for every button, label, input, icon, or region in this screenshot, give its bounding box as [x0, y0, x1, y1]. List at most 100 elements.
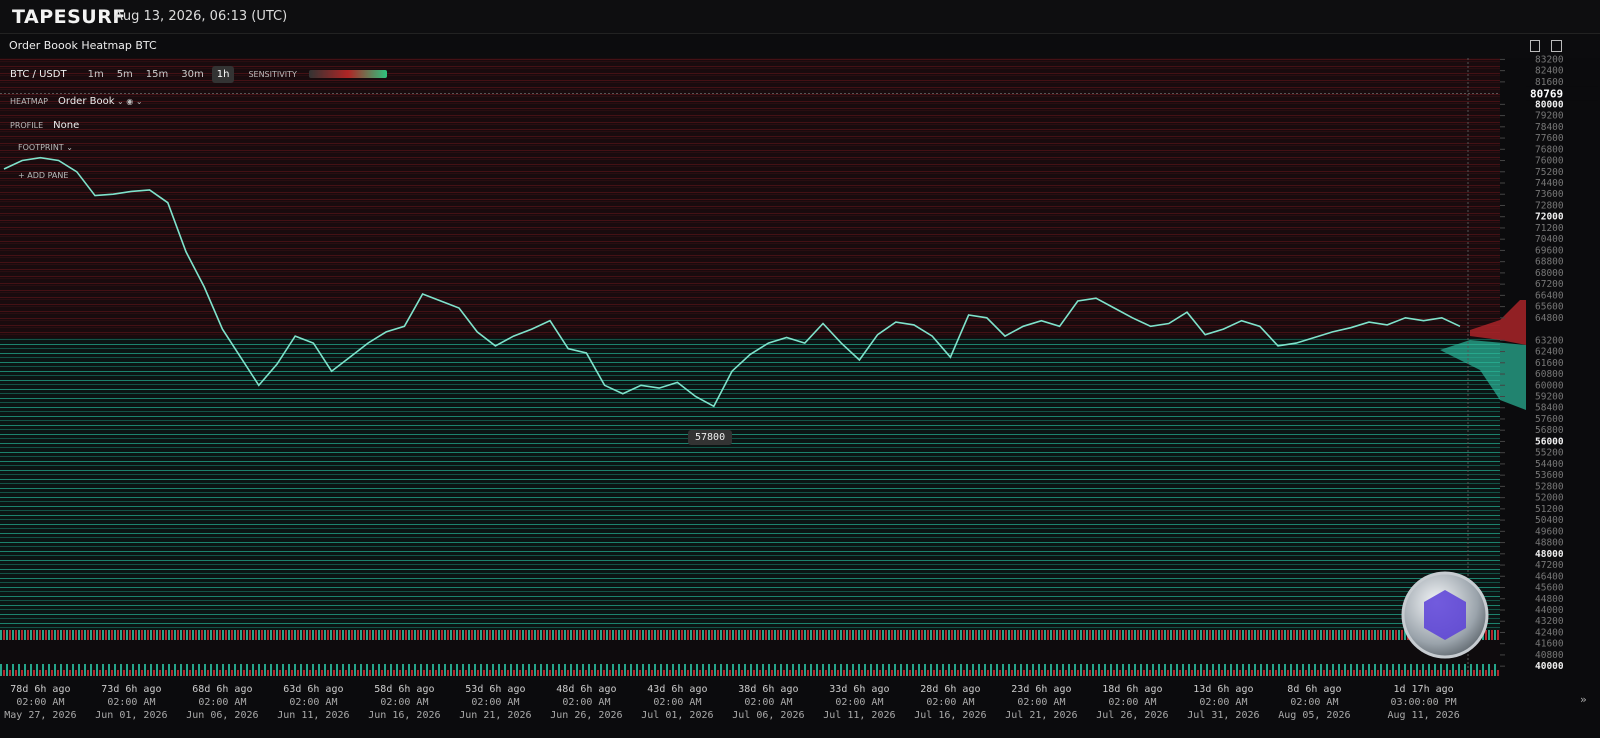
y-tick-label: 66400: [1535, 290, 1564, 301]
x-tick-label: 23d 6h ago: [1011, 684, 1071, 695]
window-button[interactable]: [1551, 40, 1562, 52]
x-tick-date: Jun 11, 2026: [277, 710, 349, 721]
low-annotation: 57800: [688, 430, 733, 445]
heatmap-row[interactable]: HEATMAP Order Book ⌄ ◉ ⌄: [10, 96, 143, 107]
y-tick-label: 52000: [1535, 493, 1564, 504]
y-tick-label: 40000: [1535, 661, 1564, 672]
x-tick-time: 02:00 AM: [16, 697, 64, 708]
y-tick-label: 55200: [1535, 448, 1564, 459]
y-tick-label: 56000: [1535, 436, 1564, 447]
y-tick-label: 42400: [1535, 627, 1564, 638]
y-tick-label: 71200: [1535, 223, 1564, 234]
x-tick-date: Aug 05, 2026: [1278, 710, 1350, 721]
y-tick-label: 70400: [1535, 234, 1564, 245]
crosshair-price-label: 80769: [1530, 88, 1563, 101]
x-tick-label: 68d 6h ago: [192, 684, 252, 695]
profile-ask: [1470, 300, 1526, 345]
timeframe-button[interactable]: 1h: [211, 65, 235, 83]
y-tick-label: 68800: [1535, 257, 1564, 268]
x-tick-time: 02:00 AM: [1290, 697, 1338, 708]
y-tick-label: 53600: [1535, 470, 1564, 481]
x-tick-label: 58d 6h ago: [374, 684, 434, 695]
y-tick-label: 48000: [1535, 549, 1564, 560]
timeframe-button[interactable]: 5m: [116, 68, 133, 80]
heatmap-label: HEATMAP: [10, 97, 49, 106]
y-tick-label: 54400: [1535, 459, 1564, 470]
x-tick-label: 43d 6h ago: [647, 684, 707, 695]
y-tick-label: 75200: [1535, 167, 1564, 178]
x-tick-date: Aug 11, 2026: [1387, 710, 1459, 721]
x-tick-time: 02:00 AM: [380, 697, 428, 708]
x-tick-time: 02:00 AM: [926, 697, 974, 708]
timeframe-button[interactable]: 30m: [181, 68, 204, 80]
y-tick-label: 46400: [1535, 571, 1564, 582]
y-tick-label: 69600: [1535, 245, 1564, 256]
footprint-row[interactable]: FOOTPRINT ⌄: [18, 143, 73, 152]
y-tick-label: 50400: [1535, 515, 1564, 526]
x-tick-time: 02:00 AM: [198, 697, 246, 708]
profile-value: None: [53, 120, 80, 131]
y-tick-label: 60000: [1535, 380, 1564, 391]
window-button[interactable]: [1530, 40, 1540, 52]
x-tick-date: Jun 26, 2026: [550, 710, 622, 721]
x-tick-time: 02:00 AM: [744, 697, 792, 708]
price-line: [3, 156, 1461, 408]
x-tick-label: 28d 6h ago: [920, 684, 980, 695]
y-tick-label: 63200: [1535, 335, 1564, 346]
volume-bars: [0, 630, 1500, 676]
y-tick-label: 72000: [1535, 212, 1564, 223]
sensitivity-slider[interactable]: [308, 70, 387, 78]
x-tick-label: 38d 6h ago: [738, 684, 798, 695]
x-tick-label: 63d 6h ago: [283, 684, 343, 695]
y-tick-label: 43200: [1535, 616, 1564, 627]
logo[interactable]: TAPESURF: [12, 6, 126, 28]
y-tick-label: 60800: [1535, 369, 1564, 380]
x-tick-time: 02:00 AM: [1108, 697, 1156, 708]
y-tick-label: 81600: [1535, 77, 1564, 88]
x-tick-time: 02:00 AM: [562, 697, 610, 708]
y-tick-label: 68000: [1535, 268, 1564, 279]
timeframe-button[interactable]: 15m: [145, 68, 169, 80]
coin-mark: [1424, 590, 1466, 640]
y-tick-label: 47200: [1535, 560, 1564, 571]
top-bar: TAPESURF Aug 13, 2026, 06:13 (UTC): [0, 0, 1600, 34]
add-pane[interactable]: + ADD PANE: [18, 171, 69, 180]
y-tick-label: 76000: [1535, 156, 1564, 167]
y-tick-label: 76800: [1535, 144, 1564, 155]
x-tick-date: Jul 26, 2026: [1096, 710, 1168, 721]
y-tick-label: 41600: [1535, 639, 1564, 650]
timeframe-button[interactable]: 1m: [87, 68, 104, 80]
x-tick-date: Jul 16, 2026: [914, 710, 986, 721]
heatmap-value: Order Book: [58, 96, 115, 107]
profile-label: PROFILE: [10, 121, 44, 130]
x-tick-label: 78d 6h ago: [10, 684, 70, 695]
y-tick-label: 73600: [1535, 189, 1564, 200]
y-tick-label: 40800: [1535, 650, 1564, 661]
y-tick-label: 67200: [1535, 279, 1564, 290]
y-tick-label: 79200: [1535, 111, 1564, 122]
y-tick-label: 61600: [1535, 358, 1564, 369]
y-tick-label: 45600: [1535, 583, 1564, 594]
y-tick-label: 49600: [1535, 526, 1564, 537]
datetime: Aug 13, 2026, 06:13 (UTC): [114, 9, 288, 24]
symbol[interactable]: BTC / USDT: [10, 68, 67, 80]
scroll-more[interactable]: »: [1580, 693, 1587, 706]
footprint-label: FOOTPRINT: [18, 143, 64, 152]
x-tick-label: 8d 6h ago: [1287, 684, 1341, 695]
profile-row[interactable]: PROFILE None: [10, 120, 79, 131]
x-tick-date: Jun 06, 2026: [186, 710, 258, 721]
timeframes: 1m 5m 15m 30m 1h: [83, 65, 235, 83]
panel-title: Order Boook Heatmap BTC: [9, 39, 157, 52]
y-tick-label: 44000: [1535, 605, 1564, 616]
y-tick-label: 77600: [1535, 133, 1564, 144]
x-tick-date: Jul 31, 2026: [1187, 710, 1259, 721]
y-tick-label: 83200: [1535, 54, 1564, 65]
time-axis: [0, 676, 1600, 738]
x-tick-date: Jun 16, 2026: [368, 710, 440, 721]
x-tick-date: May 27, 2026: [4, 710, 76, 721]
x-tick-time: 02:00 AM: [289, 697, 337, 708]
x-tick-label: 73d 6h ago: [101, 684, 161, 695]
x-tick-label: 13d 6h ago: [1193, 684, 1253, 695]
y-tick-label: 74400: [1535, 178, 1564, 189]
